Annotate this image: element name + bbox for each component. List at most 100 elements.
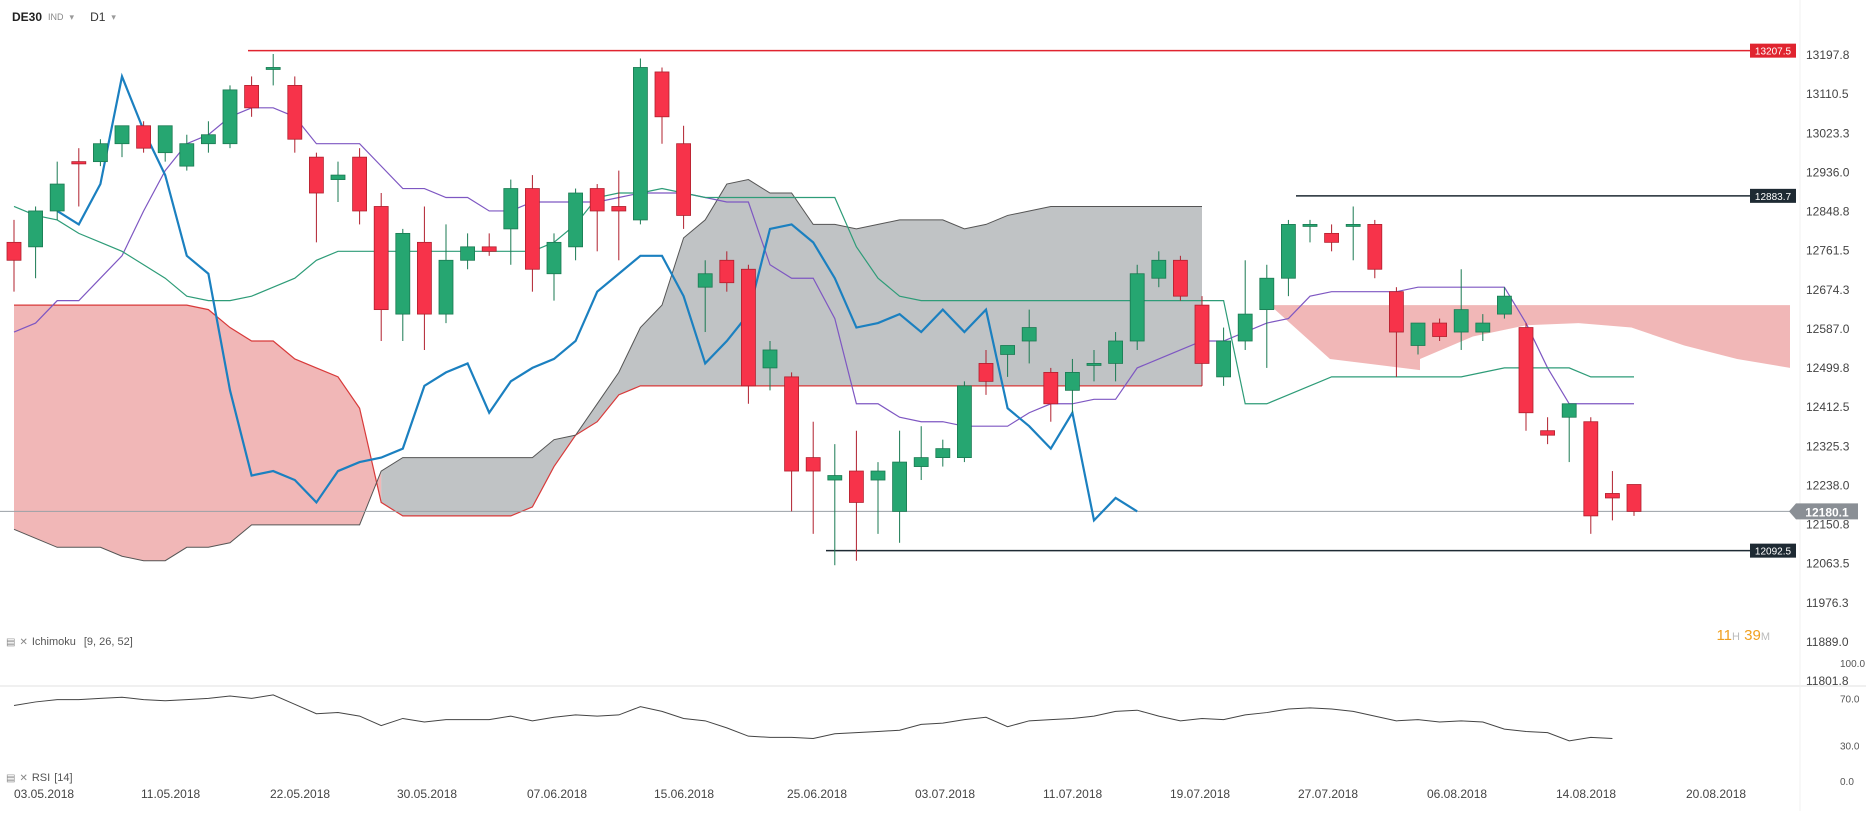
y-axis-tick-label: 12238.0 — [1806, 478, 1850, 492]
candle-body[interactable] — [913, 457, 929, 467]
candle-body[interactable] — [978, 363, 994, 382]
candle-body[interactable] — [373, 206, 389, 311]
candle-body[interactable] — [1259, 277, 1275, 311]
candle-body[interactable] — [589, 188, 605, 212]
candle-body[interactable] — [1194, 304, 1210, 364]
candle-body[interactable] — [1237, 313, 1253, 342]
symbol-label[interactable]: DE30 — [12, 10, 43, 24]
candle-body[interactable] — [1021, 327, 1037, 342]
candle-body[interactable] — [308, 156, 324, 194]
candle-body[interactable] — [1453, 309, 1469, 333]
candle-body[interactable] — [93, 143, 108, 163]
rsi-tick-label: 30.0 — [1840, 742, 1860, 753]
candle-body[interactable] — [676, 143, 691, 216]
candle-body[interactable] — [1173, 259, 1188, 297]
candle-body[interactable] — [762, 349, 778, 369]
candle-body[interactable] — [1216, 340, 1231, 378]
rsi-indicator-label[interactable]: ▤ ✕ RSI [14] — [6, 772, 73, 784]
settings-icon[interactable]: ▤ — [6, 772, 16, 784]
candle-body[interactable] — [481, 246, 497, 252]
candle-body[interactable] — [352, 156, 368, 212]
candle-body[interactable] — [460, 246, 476, 261]
candle-body[interactable] — [1518, 327, 1534, 414]
candle-body[interactable] — [330, 174, 346, 180]
candle-body[interactable] — [287, 85, 303, 140]
candle-body[interactable] — [525, 188, 540, 270]
candle-body[interactable] — [633, 67, 648, 221]
level-price-tag — [1750, 43, 1796, 58]
candle-body[interactable] — [1367, 224, 1383, 270]
candle-body[interactable] — [1583, 421, 1599, 517]
candle-body[interactable] — [6, 241, 22, 261]
candle-body[interactable] — [1151, 259, 1167, 279]
candle-body[interactable] — [611, 206, 627, 212]
candle-body[interactable] — [1129, 273, 1145, 342]
candle-body[interactable] — [654, 71, 670, 118]
candle-body[interactable] — [114, 125, 130, 145]
kijun-sen-line — [13, 187, 1634, 405]
candle-body[interactable] — [719, 259, 735, 284]
candle-body[interactable] — [849, 470, 864, 503]
timeframe-label[interactable]: D1 — [90, 10, 106, 24]
y-axis-tick-label: 12587.0 — [1806, 322, 1850, 336]
candle-body[interactable] — [1410, 322, 1426, 346]
candle-body[interactable] — [741, 268, 756, 387]
y-axis-tick-label: 13023.3 — [1806, 126, 1850, 140]
candle-body[interactable] — [1000, 345, 1015, 355]
close-icon[interactable]: ✕ — [19, 772, 28, 784]
candle-body[interactable] — [503, 188, 519, 230]
candle-body[interactable] — [179, 143, 195, 167]
candle-body[interactable] — [870, 470, 886, 481]
candle-body[interactable] — [1626, 484, 1642, 512]
candle-body[interactable] — [395, 232, 411, 315]
candle-body[interactable] — [784, 376, 799, 472]
candle-body[interactable] — [697, 273, 713, 288]
candle-body[interactable] — [1281, 224, 1296, 279]
candle-body[interactable] — [1561, 403, 1577, 418]
candle-body[interactable] — [1389, 291, 1404, 333]
candle-body[interactable] — [1475, 322, 1491, 333]
x-axis-tick-label: 19.07.2018 — [1170, 787, 1230, 801]
candle-body[interactable] — [546, 241, 562, 275]
candle-body[interactable] — [1065, 371, 1080, 391]
level-price-tag — [1750, 188, 1796, 203]
chikou-span-line — [56, 72, 1138, 523]
settings-icon[interactable]: ▤ — [6, 636, 16, 648]
candle-body[interactable] — [71, 161, 87, 165]
candle-body[interactable] — [1324, 232, 1339, 243]
candle-body[interactable] — [1108, 340, 1123, 364]
candle-body[interactable] — [1302, 224, 1318, 227]
candle-body[interactable] — [1605, 493, 1620, 499]
chevron-down-icon[interactable]: ▾ — [111, 11, 116, 22]
candle-body[interactable] — [157, 125, 173, 154]
candle-body[interactable] — [49, 183, 65, 212]
candle-body[interactable] — [827, 475, 843, 481]
candle-body[interactable] — [265, 67, 281, 70]
candle-body[interactable] — [1086, 363, 1102, 366]
candle-body[interactable] — [1497, 295, 1512, 315]
chevron-down-icon[interactable]: ▾ — [69, 11, 75, 22]
candle-body[interactable] — [805, 457, 821, 472]
y-axis-tick-label: 12063.5 — [1806, 557, 1850, 571]
candle-body[interactable] — [222, 89, 238, 145]
y-axis-tick-label: 12936.0 — [1806, 165, 1850, 179]
candle-body[interactable] — [957, 385, 972, 458]
candle-body[interactable] — [568, 192, 583, 248]
x-axis-tick-label: 11.07.2018 — [1043, 787, 1102, 801]
candle-body[interactable] — [1345, 224, 1361, 227]
candle-body[interactable] — [935, 448, 951, 458]
candle-body[interactable] — [416, 241, 432, 315]
candle-body[interactable] — [892, 461, 907, 512]
candle-body[interactable] — [136, 125, 152, 149]
candle-body[interactable] — [1043, 371, 1059, 405]
candle-body[interactable] — [28, 210, 44, 248]
candle-body[interactable] — [200, 134, 216, 145]
candle-body[interactable] — [438, 259, 454, 315]
close-icon[interactable]: ✕ — [19, 636, 28, 648]
candle-body[interactable] — [1432, 322, 1447, 337]
candle-body[interactable] — [1540, 430, 1555, 436]
candle-body[interactable] — [244, 85, 260, 109]
ichimoku-indicator-label[interactable]: ▤ ✕ Ichimoku [9, 26, 52] — [6, 636, 133, 648]
